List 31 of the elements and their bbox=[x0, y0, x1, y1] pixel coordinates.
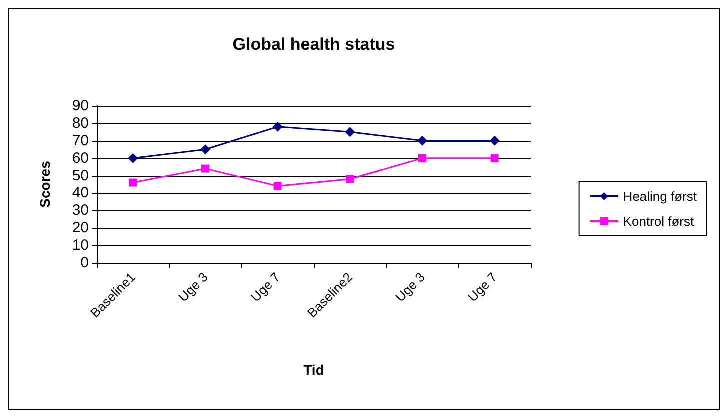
y-tick-label: 0 bbox=[80, 254, 89, 272]
point bbox=[129, 178, 138, 187]
x-axis-title: Tid bbox=[304, 362, 324, 378]
point bbox=[346, 175, 354, 184]
y-tick-label: 30 bbox=[72, 202, 89, 220]
y-tick-label: 10 bbox=[72, 237, 89, 254]
y-tick-label: 80 bbox=[72, 114, 89, 132]
point bbox=[128, 153, 138, 164]
point bbox=[202, 164, 210, 173]
y-tick-label: 50 bbox=[72, 167, 89, 184]
x-tick-label: Uge 3 bbox=[176, 270, 211, 305]
x-tick-label: Uge 3 bbox=[392, 270, 428, 305]
point bbox=[418, 136, 428, 146]
point bbox=[272, 122, 283, 132]
x-tick-label: Uge 7 bbox=[248, 270, 284, 305]
y-tick-label: 70 bbox=[72, 132, 89, 150]
x-tick-label: Uge 7 bbox=[465, 270, 500, 305]
chart-title: Global health status bbox=[232, 35, 396, 54]
y-tick-label: 20 bbox=[72, 220, 89, 237]
y-axis-title: Scores bbox=[37, 160, 53, 208]
point bbox=[490, 154, 499, 162]
point bbox=[200, 144, 210, 155]
point bbox=[418, 154, 426, 162]
y-tick-label: 90 bbox=[72, 98, 89, 114]
legend-label: Kontrol først bbox=[623, 214, 694, 229]
legend-label: Healing først bbox=[623, 189, 698, 204]
point bbox=[490, 136, 500, 146]
y-tick-label: 40 bbox=[72, 184, 89, 202]
point bbox=[274, 182, 282, 190]
y-tick-label: 60 bbox=[72, 150, 89, 167]
point bbox=[345, 127, 356, 138]
